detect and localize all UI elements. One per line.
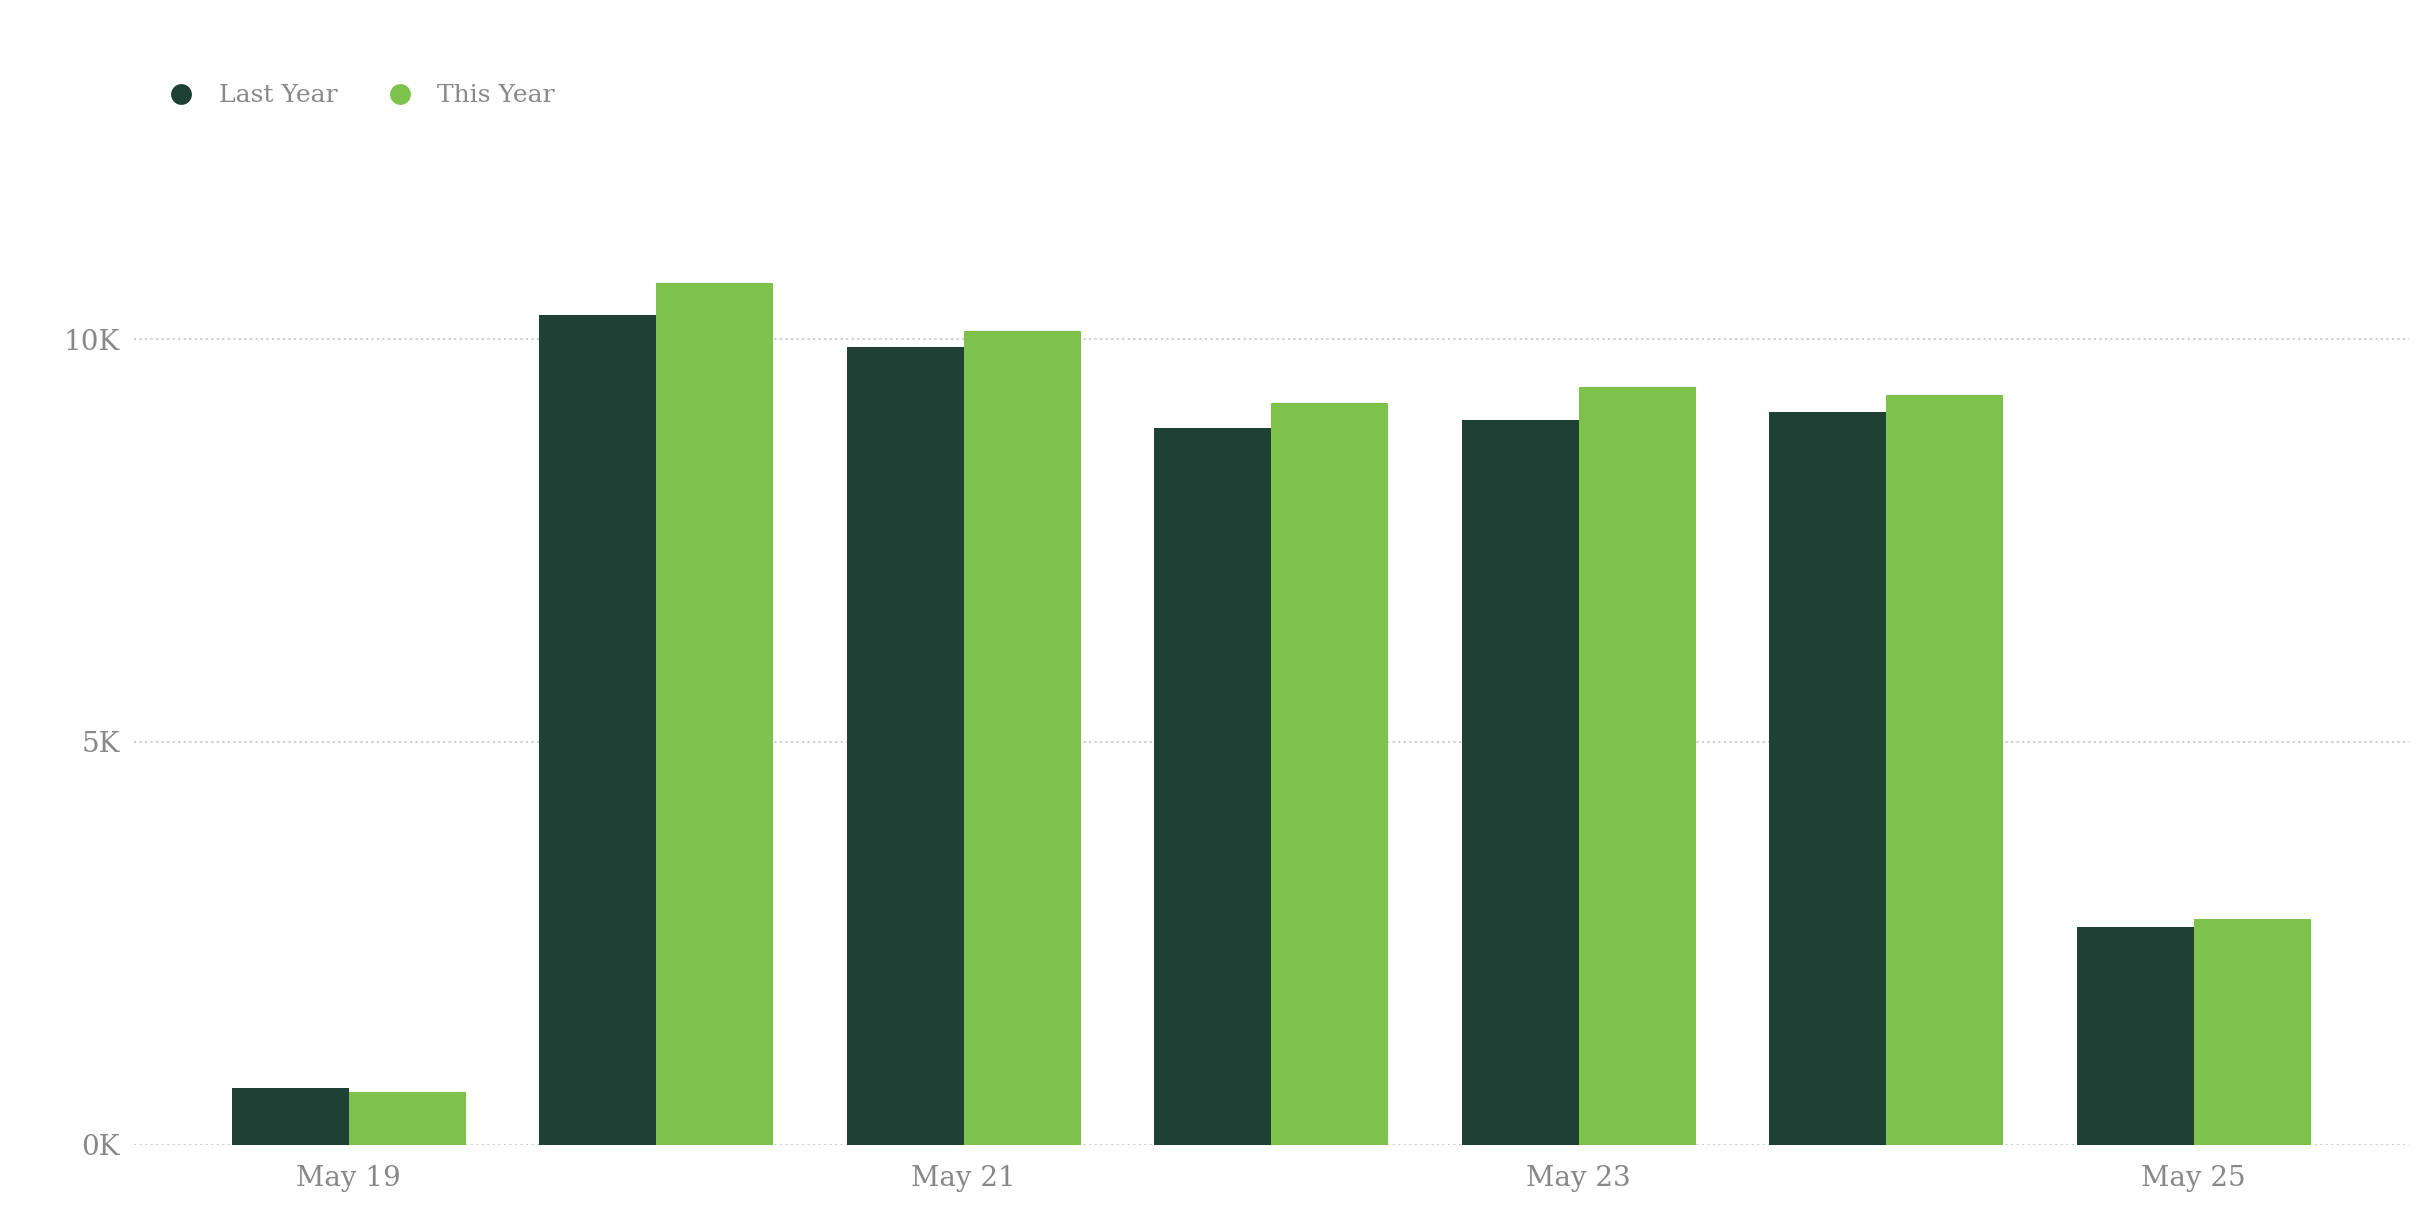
Bar xyxy=(1770,411,1886,1145)
Bar xyxy=(2077,926,2194,1145)
Bar xyxy=(349,1093,465,1145)
Bar xyxy=(541,315,657,1145)
Bar xyxy=(1578,387,1697,1145)
Bar xyxy=(846,347,965,1145)
Bar xyxy=(657,282,773,1145)
Bar xyxy=(1154,428,1270,1145)
Legend: Last Year, This Year: Last Year, This Year xyxy=(145,74,565,117)
Bar xyxy=(233,1088,349,1145)
Bar xyxy=(1886,395,2002,1145)
Bar xyxy=(1270,403,1389,1145)
Bar xyxy=(965,331,1081,1145)
Bar xyxy=(2194,919,2310,1145)
Bar xyxy=(1462,420,1578,1145)
